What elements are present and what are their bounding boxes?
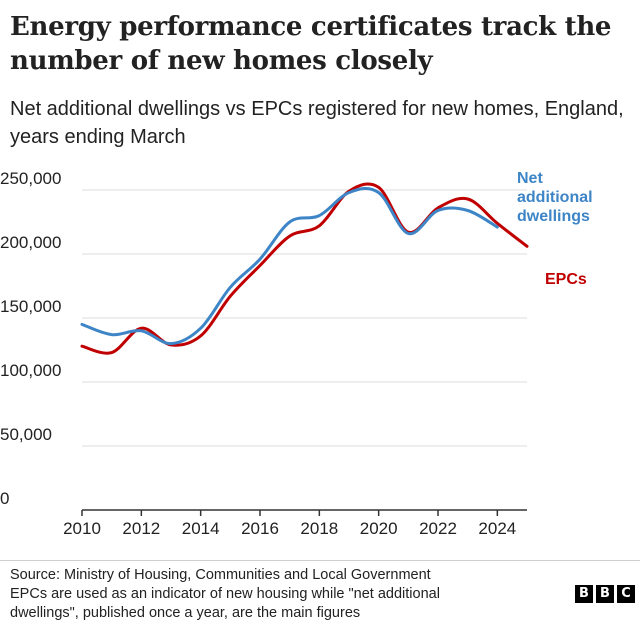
x-tick-label: 2012	[122, 519, 160, 538]
bbc-logo-letter: C	[617, 585, 635, 603]
epcs-label: EPCs	[545, 271, 587, 288]
axes: 0 50,000 100,000 150,000 200,000 250,000 2010 2…	[0, 169, 527, 538]
y-tick-label: 250,000	[0, 169, 61, 188]
x-tick-label: 2016	[241, 519, 279, 538]
net-additional-dwellings-label: dwellings	[517, 208, 590, 225]
x-tick-label: 2022	[419, 519, 457, 538]
line-chart: 0 50,000 100,000 150,000 200,000 250,000 2010 2…	[0, 169, 593, 538]
chart-title: Energy performance certificates track th…	[10, 12, 612, 76]
y-tick-label: 150,000	[0, 297, 61, 316]
x-tick-label: 2014	[182, 519, 220, 538]
y-tick-label: 0	[0, 489, 9, 508]
net-additional-dwellings-label: additional	[517, 189, 593, 206]
bbc-logo-letter: B	[575, 585, 593, 603]
y-tick-label: 50,000	[0, 425, 52, 444]
note-text-line-2: dwellings", published once a year, are t…	[10, 605, 361, 621]
x-tick-label: 2020	[360, 519, 398, 538]
footer: Source: Ministry of Housing, Communities…	[0, 560, 640, 640]
net-additional-dwellings-line	[80, 187, 499, 346]
footer-notes: Source: Ministry of Housing, Communities…	[10, 566, 540, 623]
x-tick-label: 2018	[300, 519, 338, 538]
footer-divider	[0, 560, 640, 561]
epcs-line	[80, 182, 529, 355]
net-additional-dwellings-label: Net	[517, 170, 543, 187]
x-tick-label: 2010	[63, 519, 101, 538]
source-text: Source: Ministry of Housing, Communities…	[10, 567, 431, 583]
note-text-line-1: EPCs are used as an indicator of new hou…	[10, 586, 440, 602]
bbc-logo-letter: B	[596, 585, 614, 603]
bbc-logo: B B C	[575, 585, 635, 603]
y-tick-label: 200,000	[0, 233, 61, 252]
gridlines	[82, 189, 527, 447]
y-tick-label: 100,000	[0, 361, 61, 380]
x-tick-label: 2024	[478, 519, 516, 538]
series-lines	[80, 182, 529, 355]
chart-subtitle: Net additional dwellings vs EPCs registe…	[10, 98, 624, 148]
series-labels: EPCs Net additional dwellings	[517, 170, 593, 288]
